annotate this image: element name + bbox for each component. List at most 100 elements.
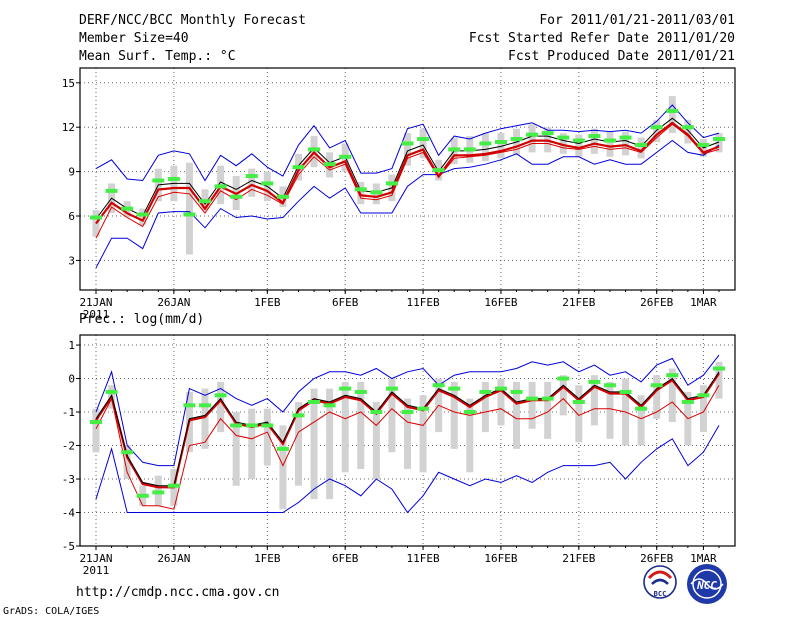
observed-marker (121, 450, 134, 455)
y-tick-label: -2 (62, 440, 75, 453)
observed-marker (603, 138, 616, 143)
x-tick-label: 16FEB (484, 552, 517, 565)
observed-marker (370, 190, 383, 195)
observed-marker (557, 376, 570, 381)
observed-marker (650, 383, 663, 388)
spread-box (544, 381, 552, 439)
spread-box (139, 208, 147, 225)
x-tick-label: 21JAN (79, 296, 112, 309)
observed-marker (214, 393, 227, 398)
observed-marker (557, 135, 570, 140)
observed-marker (230, 194, 243, 199)
observed-marker (245, 423, 258, 428)
x-year-label: 2011 (83, 564, 110, 577)
observed-marker (713, 366, 725, 371)
spread-box (466, 398, 474, 473)
header-left: DERF/NCC/BCC Monthly Forecast Member Siz… (79, 13, 306, 64)
y-tick-label: 12 (62, 121, 75, 134)
spread-box (606, 381, 614, 439)
y-tick-label: 9 (68, 166, 75, 179)
spread-box (668, 96, 676, 134)
x-tick-label: 11FEB (407, 296, 440, 309)
x-tick-label: 26FEB (640, 296, 673, 309)
x-tick-label: 26JAN (157, 552, 190, 565)
x-tick-label: 1FEB (254, 296, 281, 309)
spread-box (637, 137, 645, 159)
y-tick-label: 1 (68, 339, 75, 352)
y-tick-label: 0 (68, 373, 75, 386)
spread-box (372, 401, 380, 480)
observed-marker (308, 399, 321, 404)
observed-marker (152, 178, 165, 183)
observed-marker (463, 410, 476, 415)
x-tick-label: 11FEB (407, 552, 440, 565)
lower-band-line (95, 384, 720, 510)
observed-marker (90, 215, 102, 220)
observed-marker (276, 194, 289, 199)
observed-marker (713, 137, 725, 142)
spread-box (92, 408, 100, 453)
observed-marker (588, 134, 601, 139)
observed-marker (494, 386, 507, 391)
precipitation-panel: -5 -4 -3 -2 -1 0 1 21JAN 26JAN 1FEB 6FEB 11FEB 16FEB… (62, 334, 736, 577)
ensemble-min-line (95, 139, 720, 269)
spread-box (590, 375, 598, 426)
spread-box (637, 395, 645, 446)
observed-marker (697, 142, 710, 147)
observed-marker (681, 399, 694, 404)
mean-shadow-line (95, 372, 720, 489)
y-tick-label: 3 (68, 254, 75, 267)
x-tick-label: 1MAR (690, 552, 717, 565)
spread-box (513, 381, 521, 449)
bcc-logo: BCC (643, 565, 677, 599)
spread-box (185, 162, 193, 255)
spread-box (606, 131, 614, 157)
observed-marker (121, 206, 134, 211)
header-right: For 2011/01/21-2011/03/01 Fcst Started R… (469, 13, 735, 64)
observed-marker (245, 174, 258, 179)
spread-box (559, 133, 567, 154)
observed-marker (401, 141, 414, 146)
ensemble-max-line (95, 104, 720, 182)
observed-marker (183, 212, 196, 217)
observed-marker (681, 125, 694, 130)
observed-marker (292, 413, 305, 418)
observed-marker (650, 125, 663, 130)
observed-marker (510, 137, 523, 142)
observed-marker (354, 389, 367, 394)
y-tick-label: 15 (62, 77, 75, 90)
observed-marker (199, 403, 212, 408)
spread-box (310, 388, 318, 500)
temperature-panel: 3 6 9 12 15 21JAN 26JAN 1FEB 6FEB 11FEB 16FEB 21FEB… (62, 67, 736, 321)
spread-box (419, 128, 427, 159)
spread-box (341, 381, 349, 473)
spread-box (497, 378, 505, 426)
y-tick-label: -1 (62, 406, 75, 419)
observed-marker (479, 141, 492, 146)
x-tick-label: 21JAN (79, 552, 112, 565)
observed-marker (261, 181, 274, 186)
observed-marker (90, 420, 102, 425)
spread-box (248, 408, 256, 480)
observed-marker (323, 162, 336, 167)
observed-marker (417, 137, 430, 142)
observed-marker (432, 383, 445, 388)
header-period: For 2011/01/21-2011/03/01 (539, 13, 735, 28)
observed-marker (167, 177, 180, 181)
observed-marker (308, 147, 321, 152)
observed-marker (541, 396, 554, 401)
spread-box (248, 168, 256, 197)
spread-box (232, 412, 240, 486)
spread-box (279, 425, 287, 510)
observed-marker (261, 423, 274, 428)
ensemble-max-line (95, 354, 720, 467)
header-member-size: Member Size=40 (79, 31, 189, 46)
observed-marker (510, 389, 523, 394)
spread-box (559, 375, 567, 416)
spread-box (684, 119, 692, 144)
observed-marker (541, 131, 554, 136)
observed-marker (635, 406, 648, 411)
observed-marker (479, 389, 492, 394)
